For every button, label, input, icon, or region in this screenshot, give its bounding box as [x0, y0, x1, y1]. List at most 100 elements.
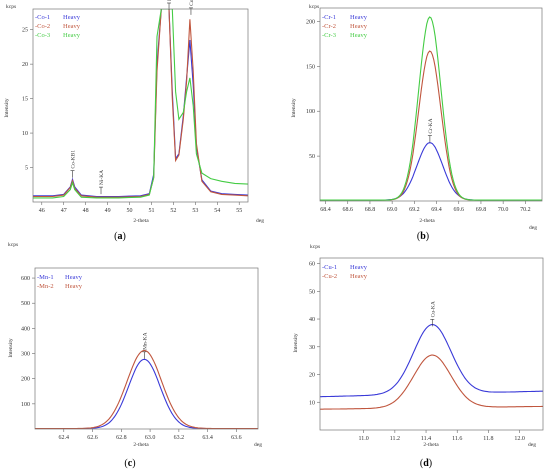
- x-tick-label: 55: [236, 208, 242, 214]
- legend-series-name: -Co-2: [35, 23, 50, 30]
- y-tick-label: 20: [309, 373, 315, 379]
- series-line-cr-1: [320, 142, 542, 201]
- peak-label: Fe-KB1: [167, 0, 173, 1]
- y-axis-label: Intensity: [8, 338, 14, 357]
- x-tick-label: 54: [214, 208, 220, 214]
- legend-series-name: -Cr-3: [322, 32, 336, 39]
- y-tick-label: 50: [309, 154, 315, 160]
- legend-series-level: Heavy: [65, 274, 83, 281]
- series-line-cu-1: [320, 324, 543, 398]
- x-tick-label: 53: [192, 208, 198, 214]
- series-line-mn-1: [35, 358, 258, 429]
- x-tick-label: 49: [105, 208, 111, 214]
- x-tick-label: 51: [148, 208, 154, 214]
- y-unit-label: kcps: [309, 4, 319, 10]
- peak-label: Cr-KA: [428, 118, 434, 133]
- x-axis-label: 2-theta: [133, 218, 149, 224]
- series-group: [320, 324, 543, 410]
- x-tick-label: 69.2: [409, 207, 420, 213]
- x-tick-label: 69.8: [476, 207, 487, 213]
- x-tick-label: 68.4: [320, 207, 331, 213]
- peak-label: Mn-KA: [142, 332, 148, 349]
- y-unit-label: kcps: [6, 4, 16, 10]
- y-axis-label: Intensity: [291, 98, 297, 117]
- legend-series-name: -Cu-2: [322, 273, 337, 280]
- y-tick-label: 100: [21, 402, 30, 408]
- x-tick-label: 62.8: [116, 435, 127, 441]
- panel-caption: (b): [417, 231, 429, 242]
- chart-panel-1: kcps Intensity 2-theta deg 46 47 48 49 50 51 52 53 5…: [4, 0, 264, 242]
- x-tick-label: 70.0: [498, 207, 509, 213]
- x-tick-label: 11.2: [390, 436, 400, 442]
- x-tick-label: 62.4: [59, 435, 70, 441]
- series-group: [35, 350, 258, 429]
- legend-series-level: Heavy: [350, 264, 368, 271]
- legend-series-name: -Mn-1: [37, 274, 54, 281]
- x-tick-label: 63.6: [231, 435, 242, 441]
- x-axis-label: 2-theta: [423, 442, 439, 448]
- y-axis-label: Intensity: [293, 333, 299, 352]
- x-tick-label: 63.4: [202, 435, 213, 441]
- x-tick-label: 48: [83, 208, 89, 214]
- series-line-co-3: [33, 9, 248, 199]
- plot-frame: [319, 257, 544, 431]
- peak-label: Cu-KA: [430, 301, 436, 317]
- legend-series-name: -Cr-1: [322, 14, 336, 21]
- x-tick-label: 12.0: [514, 436, 525, 442]
- y-tick-label: 100: [306, 109, 315, 115]
- plot-frame: [319, 7, 543, 202]
- chart-panel-4: kcps Intensity 2-theta deg 11.0 11.2 11.4 11.6 1…: [293, 244, 544, 469]
- legend-series-level: Heavy: [63, 14, 81, 21]
- legend-series-name: -Co-3: [35, 32, 50, 39]
- x-tick-label: 63.0: [145, 435, 156, 441]
- y-tick-label: 60: [309, 262, 315, 268]
- plot-frame: [34, 267, 259, 430]
- peak-label: Co-KA: [189, 0, 195, 6]
- x-unit-label: deg: [528, 442, 536, 448]
- x-axis-label: 2-theta: [133, 442, 149, 448]
- legend-series-name: -Cu-1: [322, 264, 337, 271]
- legend-series-level: Heavy: [65, 283, 83, 290]
- x-unit-label: deg: [529, 225, 537, 231]
- y-tick-label: 200: [306, 19, 315, 25]
- y-tick-label: 5: [25, 166, 28, 172]
- series-group: [33, 9, 248, 199]
- x-unit-label: deg: [256, 218, 264, 224]
- y-axis-label: Intensity: [4, 98, 10, 117]
- y-tick-label: 500: [21, 301, 30, 307]
- y-tick-label: 20: [22, 62, 28, 68]
- y-tick-label: 10: [309, 400, 315, 406]
- peak-label: Ni-KA: [99, 170, 105, 185]
- x-tick-label: 63.2: [174, 435, 185, 441]
- y-tick-label: 200: [21, 377, 30, 383]
- x-tick-label: 69.6: [454, 207, 465, 213]
- legend-series-name: -Mn-2: [37, 283, 54, 290]
- legend-series-level: Heavy: [63, 23, 81, 30]
- y-unit-label: kcps: [8, 242, 18, 248]
- x-tick-label: 68.6: [343, 207, 354, 213]
- x-tick-label: 69.4: [431, 207, 442, 213]
- x-axis-label: 2-theta: [419, 218, 435, 224]
- x-tick-label: 68.8: [365, 207, 376, 213]
- x-tick-label: 11.6: [452, 436, 462, 442]
- peak-label: Co-KB1: [70, 150, 76, 169]
- x-tick-label: 69.0: [387, 207, 398, 213]
- x-tick-label: 70.2: [520, 207, 531, 213]
- legend-series-level: Heavy: [350, 14, 368, 21]
- panel-caption: (a): [114, 231, 126, 242]
- series-line-cu-2: [320, 354, 543, 410]
- chart-panel-2: kcps Intensity 2-theta deg 68.4 68.6 68.8 69.0 6…: [291, 4, 543, 242]
- panel-caption: (d): [420, 458, 432, 469]
- x-tick-label: 50: [127, 208, 133, 214]
- y-unit-label: kcps: [310, 244, 320, 250]
- x-tick-label: 52: [170, 208, 176, 214]
- y-tick-label: 30: [309, 345, 315, 351]
- x-tick-label: 47: [61, 208, 67, 214]
- y-tick-label: 300: [21, 352, 30, 358]
- x-tick-label: 11.0: [359, 436, 369, 442]
- legend-series-level: Heavy: [350, 32, 368, 39]
- x-tick-label: 62.6: [87, 435, 98, 441]
- y-tick-label: 10: [22, 131, 28, 137]
- y-tick-label: 40: [309, 317, 315, 323]
